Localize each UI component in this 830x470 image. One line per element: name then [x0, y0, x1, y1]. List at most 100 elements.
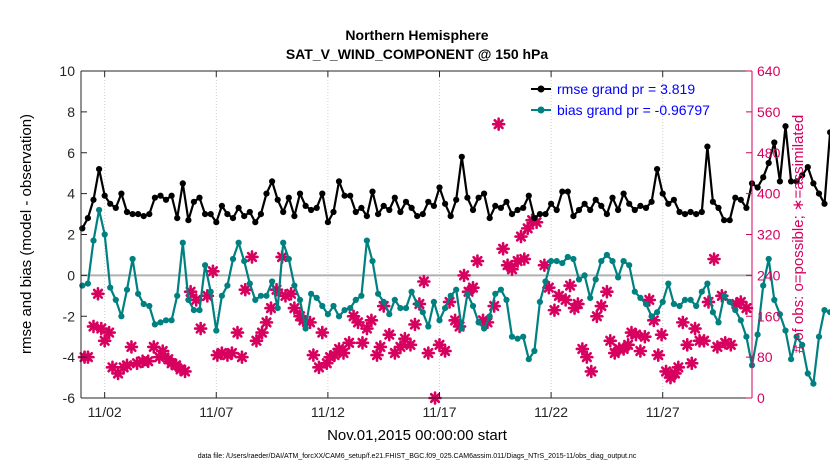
bias-point	[475, 319, 482, 326]
bias-point	[252, 296, 259, 303]
plot-area: -6 -4 -2 0 2 4 6 8 10 0 80 160 240 320 400 480 560 640 11/…	[59, 63, 830, 420]
bias-point	[375, 290, 382, 297]
obs-assimilated-marker	[571, 297, 585, 311]
bias-point	[615, 274, 622, 281]
obs-assimilated-marker	[470, 254, 485, 268]
rmse-point	[442, 200, 449, 207]
rmse-point	[335, 178, 343, 185]
bias-point	[598, 258, 605, 265]
rmse-point	[704, 143, 711, 150]
rmse-point	[402, 198, 410, 205]
obs-assimilated-marker	[671, 360, 686, 375]
rmse-point	[358, 204, 365, 211]
bias-point	[548, 258, 555, 265]
obs-assimilated-marker	[676, 315, 690, 330]
bias-point	[575, 276, 583, 283]
rmse-point	[224, 211, 231, 218]
y-left-tick-label: 0	[67, 267, 75, 283]
rmse-point	[380, 202, 387, 209]
bias-point	[308, 290, 315, 297]
rmse-point	[575, 206, 583, 214]
obs-assimilated-marker	[517, 252, 532, 266]
obs-assimilated-marker	[403, 338, 418, 352]
rmse-point	[642, 204, 650, 211]
bias-point	[721, 292, 728, 299]
bias-point	[810, 380, 817, 387]
bias-point	[380, 298, 387, 305]
obs-assimilated-marker	[633, 344, 648, 358]
obs-assimilated-marker	[457, 268, 471, 283]
bias-point	[425, 323, 432, 330]
bias-point	[386, 311, 393, 318]
bias-point	[782, 327, 789, 334]
legend-bias-marker	[537, 106, 545, 114]
bias-point	[827, 309, 830, 316]
bias-point	[631, 288, 638, 295]
chart-title: Northern Hemisphere	[345, 27, 488, 43]
y-left-tick-label: 8	[67, 104, 75, 120]
bias-point	[654, 309, 661, 316]
bias-point	[430, 298, 437, 305]
rmse-point	[827, 129, 830, 136]
bias-point	[603, 251, 611, 258]
bias-point	[207, 288, 214, 295]
bias-point	[765, 255, 772, 263]
y-right-tick-label: 160	[757, 308, 781, 324]
rmse-point	[615, 206, 622, 214]
obs-assimilated-marker	[124, 340, 139, 354]
bias-point	[123, 286, 131, 293]
obs-assimilated-marker	[141, 354, 155, 369]
rmse-point	[436, 184, 443, 191]
legend-bias-label: bias grand pr = -0.96797	[557, 102, 710, 118]
bias-point	[347, 305, 354, 312]
obs-assimilated-marker	[603, 333, 618, 348]
bias-point	[536, 298, 544, 305]
bias-point	[168, 317, 175, 324]
rmse-point	[291, 213, 298, 220]
bias-point	[190, 307, 197, 314]
rmse-point	[391, 194, 398, 201]
bias-point	[330, 302, 337, 310]
legend: rmse grand pr = 3.819 bias grand pr = -0…	[531, 81, 710, 118]
bias-point	[469, 302, 477, 310]
obs-assimilated-marker	[393, 340, 408, 354]
x-tick-label: 11/12	[311, 404, 345, 420]
bias-point	[196, 307, 203, 314]
obs-assimilated-marker	[249, 333, 264, 348]
bias-point	[737, 317, 744, 324]
obs-assimilated-marker	[438, 344, 452, 358]
y-right-tick-label: 0	[757, 390, 765, 406]
rmse-point	[101, 192, 108, 199]
rmse-point	[732, 194, 739, 201]
bias-point	[341, 307, 348, 314]
bias-point	[257, 292, 264, 299]
obs-assimilated-marker	[651, 348, 666, 362]
obs-assimilated-marker	[287, 301, 302, 315]
y-left-tick-label: 2	[67, 227, 75, 243]
bias-point	[135, 290, 142, 297]
bias-point	[269, 278, 276, 285]
rmse-point	[352, 208, 359, 216]
y-left-tick-label: 6	[67, 145, 75, 161]
x-tick-label: 11/27	[646, 404, 680, 420]
obs-assimilated-marker	[594, 299, 609, 313]
bias-point	[687, 296, 694, 303]
rmse-point	[637, 202, 644, 209]
bias-point	[419, 309, 426, 316]
rmse-point	[157, 192, 164, 199]
bias-point	[397, 305, 404, 312]
rmse-point	[603, 211, 611, 218]
obs-assimilated-marker	[563, 278, 577, 293]
rmse-point	[458, 153, 465, 160]
rmse-point	[620, 190, 627, 197]
bias-point	[84, 280, 91, 287]
obs-assimilated-marker	[225, 346, 239, 360]
rmse-point	[285, 194, 292, 201]
rmse-point	[631, 206, 638, 214]
obs-assimilated-marker	[259, 315, 274, 330]
rmse-point	[280, 208, 287, 216]
y-left-tick-label: -6	[63, 390, 76, 406]
legend-rmse-marker	[537, 85, 545, 93]
bias-point	[559, 260, 566, 267]
